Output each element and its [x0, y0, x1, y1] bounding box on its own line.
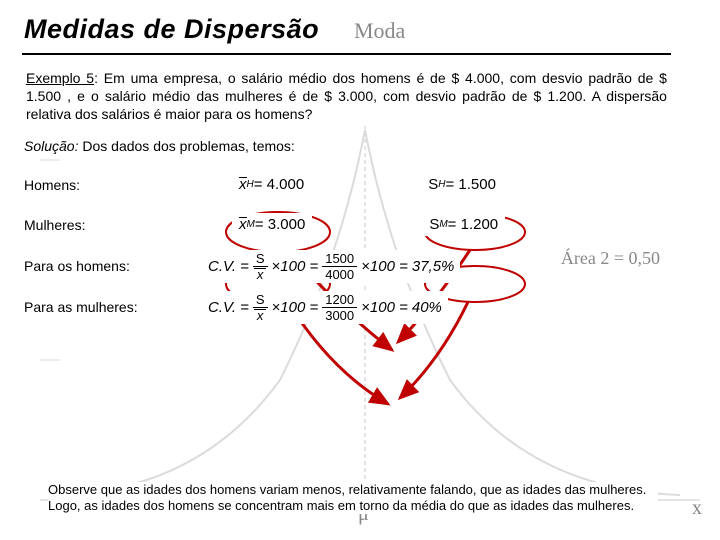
men-sd: SH = 1.500 [421, 173, 503, 196]
women-sd: SM = 1.200 [422, 213, 505, 236]
example-label: Exemplo 5 [26, 70, 94, 86]
title-rule [22, 53, 671, 55]
cv-women-formula: C.V. = Sx ×100 = 12003000 ×100 = 40% [202, 291, 448, 324]
page-title: Medidas de Dispersão [24, 14, 319, 45]
solution-line: Solução: Dos dados dos problemas, temos: [22, 136, 301, 156]
men-mean: xH = 4.000 [232, 173, 311, 196]
example-paragraph: Exemplo 5: Em uma empresa, o salário méd… [22, 67, 671, 126]
cv-men-label: Para os homens: [22, 256, 172, 276]
cv-men-formula: C.V. = Sx ×100 = 15004000 ×100 = 37,5% [202, 250, 460, 283]
women-label: Mulheres: [22, 215, 162, 235]
example-text: : Em uma empresa, o salário médio dos ho… [26, 70, 667, 122]
slide-content: Medidas de Dispersão Exemplo 5: Em uma e… [0, 0, 720, 540]
row-women: Mulheres: xM = 3.000 SM = 1.200 [22, 208, 698, 242]
title-block: Medidas de Dispersão [22, 10, 327, 49]
row-men: Homens: xH = 4.000 SH = 1.500 [22, 168, 698, 202]
cv-women-row: Para as mulheres: C.V. = Sx ×100 = 12003… [22, 291, 698, 324]
cv-men-row: Para os homens: C.V. = Sx ×100 = 1500400… [22, 250, 698, 283]
women-mean: xM = 3.000 [232, 213, 312, 236]
men-label: Homens: [22, 175, 162, 195]
cv-women-label: Para as mulheres: [22, 297, 172, 317]
